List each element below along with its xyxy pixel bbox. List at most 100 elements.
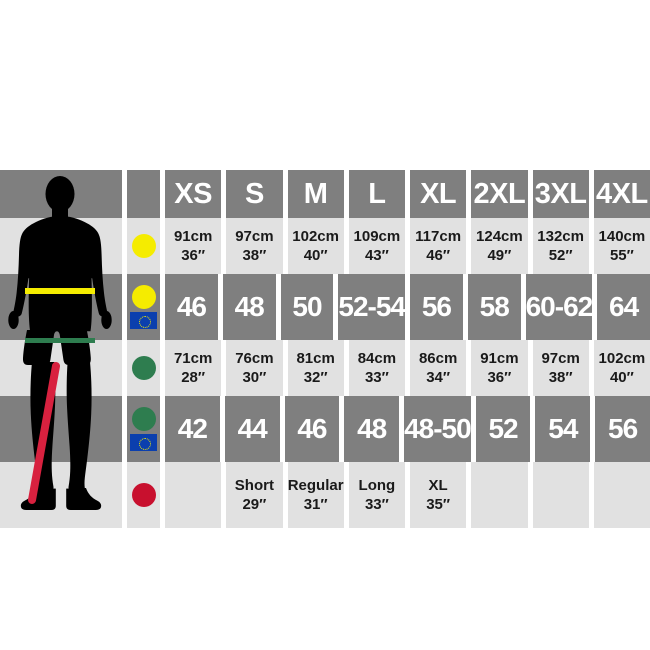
value-inch: 32″ [303, 369, 328, 386]
value-label: Regular [287, 476, 344, 494]
green-dot-icon [131, 356, 156, 380]
table-cell: 102cm 40″ [282, 218, 344, 274]
value-cm: 124cm [476, 227, 523, 245]
spacer [160, 340, 165, 396]
value: 48 [234, 291, 265, 322]
value-inch: 36″ [181, 247, 206, 264]
red-dot-icon [131, 483, 156, 507]
figure-spacer-leg [0, 462, 122, 528]
table-cell: 91cm 36″ [165, 218, 222, 274]
header-cell-4xl: 4XL [588, 170, 650, 218]
marker-cell-chest-eu [127, 274, 160, 340]
table-row-leg-length: Short 29″ Regular 31″ Long 33″ XL 35″ [0, 462, 650, 528]
header-cell-2xl: 2XL [466, 170, 528, 218]
marker-cell-waist [127, 340, 160, 396]
table-cell: 140cm 55″ [588, 218, 650, 274]
value: 50 [292, 291, 322, 322]
table-cell: 86cm 34″ [405, 340, 467, 396]
table-cell: 58 [462, 274, 521, 340]
header-cell-s: S [221, 170, 283, 218]
yellow-dot-icon [131, 285, 156, 309]
header-cell-l: L [343, 170, 405, 218]
table-header-row: XS S M L XL 2XL 3XL 4XL [0, 170, 650, 218]
table-cell: 48 [217, 274, 276, 340]
marker-cell-leg [127, 462, 160, 528]
spacer [122, 218, 127, 274]
value-inch: 40″ [303, 247, 328, 264]
value: 58 [479, 291, 510, 322]
table-cell: 54 [530, 396, 591, 462]
header-label: XS [174, 177, 212, 210]
value-cm: 109cm [353, 227, 401, 245]
value-cm: 102cm [292, 227, 339, 245]
value: 56 [421, 291, 452, 322]
spacer [160, 396, 165, 462]
table-cell: 56 [405, 274, 463, 340]
table-cell: 81cm 32″ [282, 340, 344, 396]
value: 64 [609, 291, 639, 322]
table-cell: 102cm 40″ [588, 340, 650, 396]
value: 46 [297, 413, 327, 444]
table-cell: 76cm 30″ [221, 340, 283, 396]
eu-flag-icon [130, 434, 157, 451]
value-inch: 46″ [426, 247, 451, 264]
table-cell: 48-50 [399, 396, 472, 462]
size-chart-table: XS S M L XL 2XL 3XL 4XL 91cm 36″ 97cm 38″ … [0, 170, 650, 528]
table-cell: 48 [339, 396, 400, 462]
value: 52 [488, 413, 518, 444]
value-cm: 91cm [480, 349, 519, 367]
value: 48-50 [404, 413, 472, 444]
value-cm: 102cm [598, 349, 646, 367]
value-inch: 49″ [487, 247, 512, 264]
value-inch: 28″ [181, 369, 206, 386]
header-label: 4XL [596, 177, 648, 210]
table-row-chest-eu: 46 48 50 52-54 56 58 60-62 64 [0, 274, 650, 340]
figure-spacer-chest-eu [0, 274, 122, 340]
header-cell-xl: XL [405, 170, 467, 218]
value-inch: 40″ [609, 369, 634, 386]
spacer [160, 462, 165, 528]
value: 42 [177, 413, 208, 444]
header-label: S [244, 177, 264, 210]
table-row-waist-eu: 42 44 46 48 48-50 52 54 56 [0, 396, 650, 462]
spacer [122, 274, 127, 340]
table-cell [165, 462, 222, 528]
table-cell [588, 462, 650, 528]
value-cm: 117cm [415, 227, 462, 245]
figure-spacer-chest [0, 218, 122, 274]
value-inch: 52″ [548, 247, 573, 264]
table-cell: 56 [590, 396, 650, 462]
value-label: XL [428, 476, 448, 494]
table-cell: 46 [165, 274, 218, 340]
header-label: L [368, 177, 386, 210]
spacer [160, 170, 165, 218]
value-inch: 33″ [364, 496, 389, 513]
header-label: 3XL [534, 177, 587, 210]
value: 46 [176, 291, 207, 322]
value-label: Short [234, 476, 274, 494]
value-cm: 140cm [598, 227, 646, 245]
marker-cell-chest [127, 218, 160, 274]
table-cell: 46 [279, 396, 340, 462]
spacer [160, 274, 165, 340]
header-cell-m: M [282, 170, 344, 218]
value-inch: 34″ [426, 369, 451, 386]
table-cell: XL 35″ [405, 462, 467, 528]
table-row-waist: 71cm 28″ 76cm 30″ 81cm 32″ 84cm 33″ 86cm 34″ … [0, 340, 650, 396]
value-cm: 81cm [296, 349, 335, 367]
table-cell: 124cm 49″ [466, 218, 528, 274]
value-inch: 38″ [242, 247, 267, 264]
value-inch: 33″ [364, 369, 389, 386]
table-cell: 60-62 [520, 274, 593, 340]
value: 56 [608, 413, 638, 444]
table-cell: 84cm 33″ [343, 340, 405, 396]
green-dot-icon [131, 407, 156, 431]
value-cm: 84cm [357, 349, 397, 367]
header-label: 2XL [473, 177, 526, 210]
value-cm: 132cm [537, 227, 584, 245]
table-cell: 97cm 38″ [527, 340, 589, 396]
header-cell-xs: XS [165, 170, 222, 218]
spacer [122, 396, 127, 462]
spacer [122, 340, 127, 396]
